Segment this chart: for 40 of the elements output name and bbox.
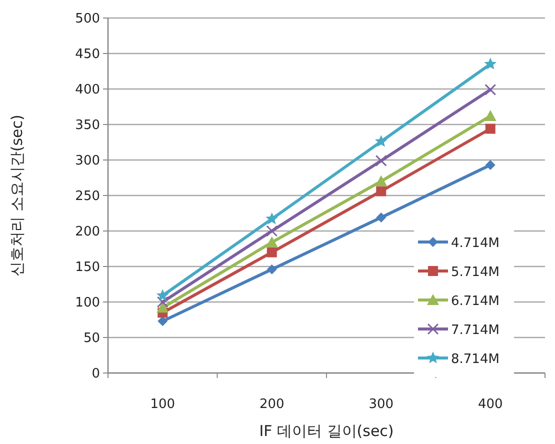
x-tick-label: 300 <box>368 397 394 412</box>
point <box>266 247 277 258</box>
point <box>266 236 278 248</box>
x-axis-title: IF 데이터 길이(sec) <box>259 422 394 440</box>
point <box>374 135 388 147</box>
point <box>266 225 278 237</box>
y-tick-label: 400 <box>75 82 100 98</box>
x-tick-label: 400 <box>478 397 503 412</box>
y-tick-label: 450 <box>75 47 100 62</box>
point <box>266 212 278 224</box>
y-tick-label: 150 <box>75 260 100 275</box>
point <box>376 186 386 196</box>
y-tick-label: 100 <box>75 296 100 310</box>
point <box>484 110 496 121</box>
x-tick-label: 100 <box>150 397 176 412</box>
x-tick-label: 200 <box>259 397 284 412</box>
point <box>485 124 496 134</box>
y-tick-label: 350 <box>75 118 100 133</box>
legend-label: 4.714M <box>451 236 500 251</box>
y-tick-label: 500 <box>75 12 100 26</box>
legend-label: 6.714M <box>451 294 500 309</box>
y-tick-label: 200 <box>75 224 100 240</box>
y-tick-label: 50 <box>83 331 100 346</box>
point <box>375 175 388 186</box>
y-tick-label: 0 <box>92 366 100 382</box>
y-axis-title: 신호처리 소요시간(sec) <box>8 114 26 276</box>
legend-label: 8.714M <box>451 352 500 367</box>
legend-label: 5.714M <box>451 265 500 280</box>
point <box>156 289 169 301</box>
point <box>156 296 168 308</box>
point <box>485 160 496 170</box>
point <box>375 154 387 166</box>
point <box>484 58 497 70</box>
point <box>376 212 386 223</box>
point <box>158 316 168 326</box>
legend-label: 7.714M <box>451 323 500 338</box>
y-tick-label: 250 <box>75 189 100 204</box>
point <box>266 264 277 274</box>
y-tick-label: 300 <box>75 154 100 168</box>
point <box>484 84 496 96</box>
